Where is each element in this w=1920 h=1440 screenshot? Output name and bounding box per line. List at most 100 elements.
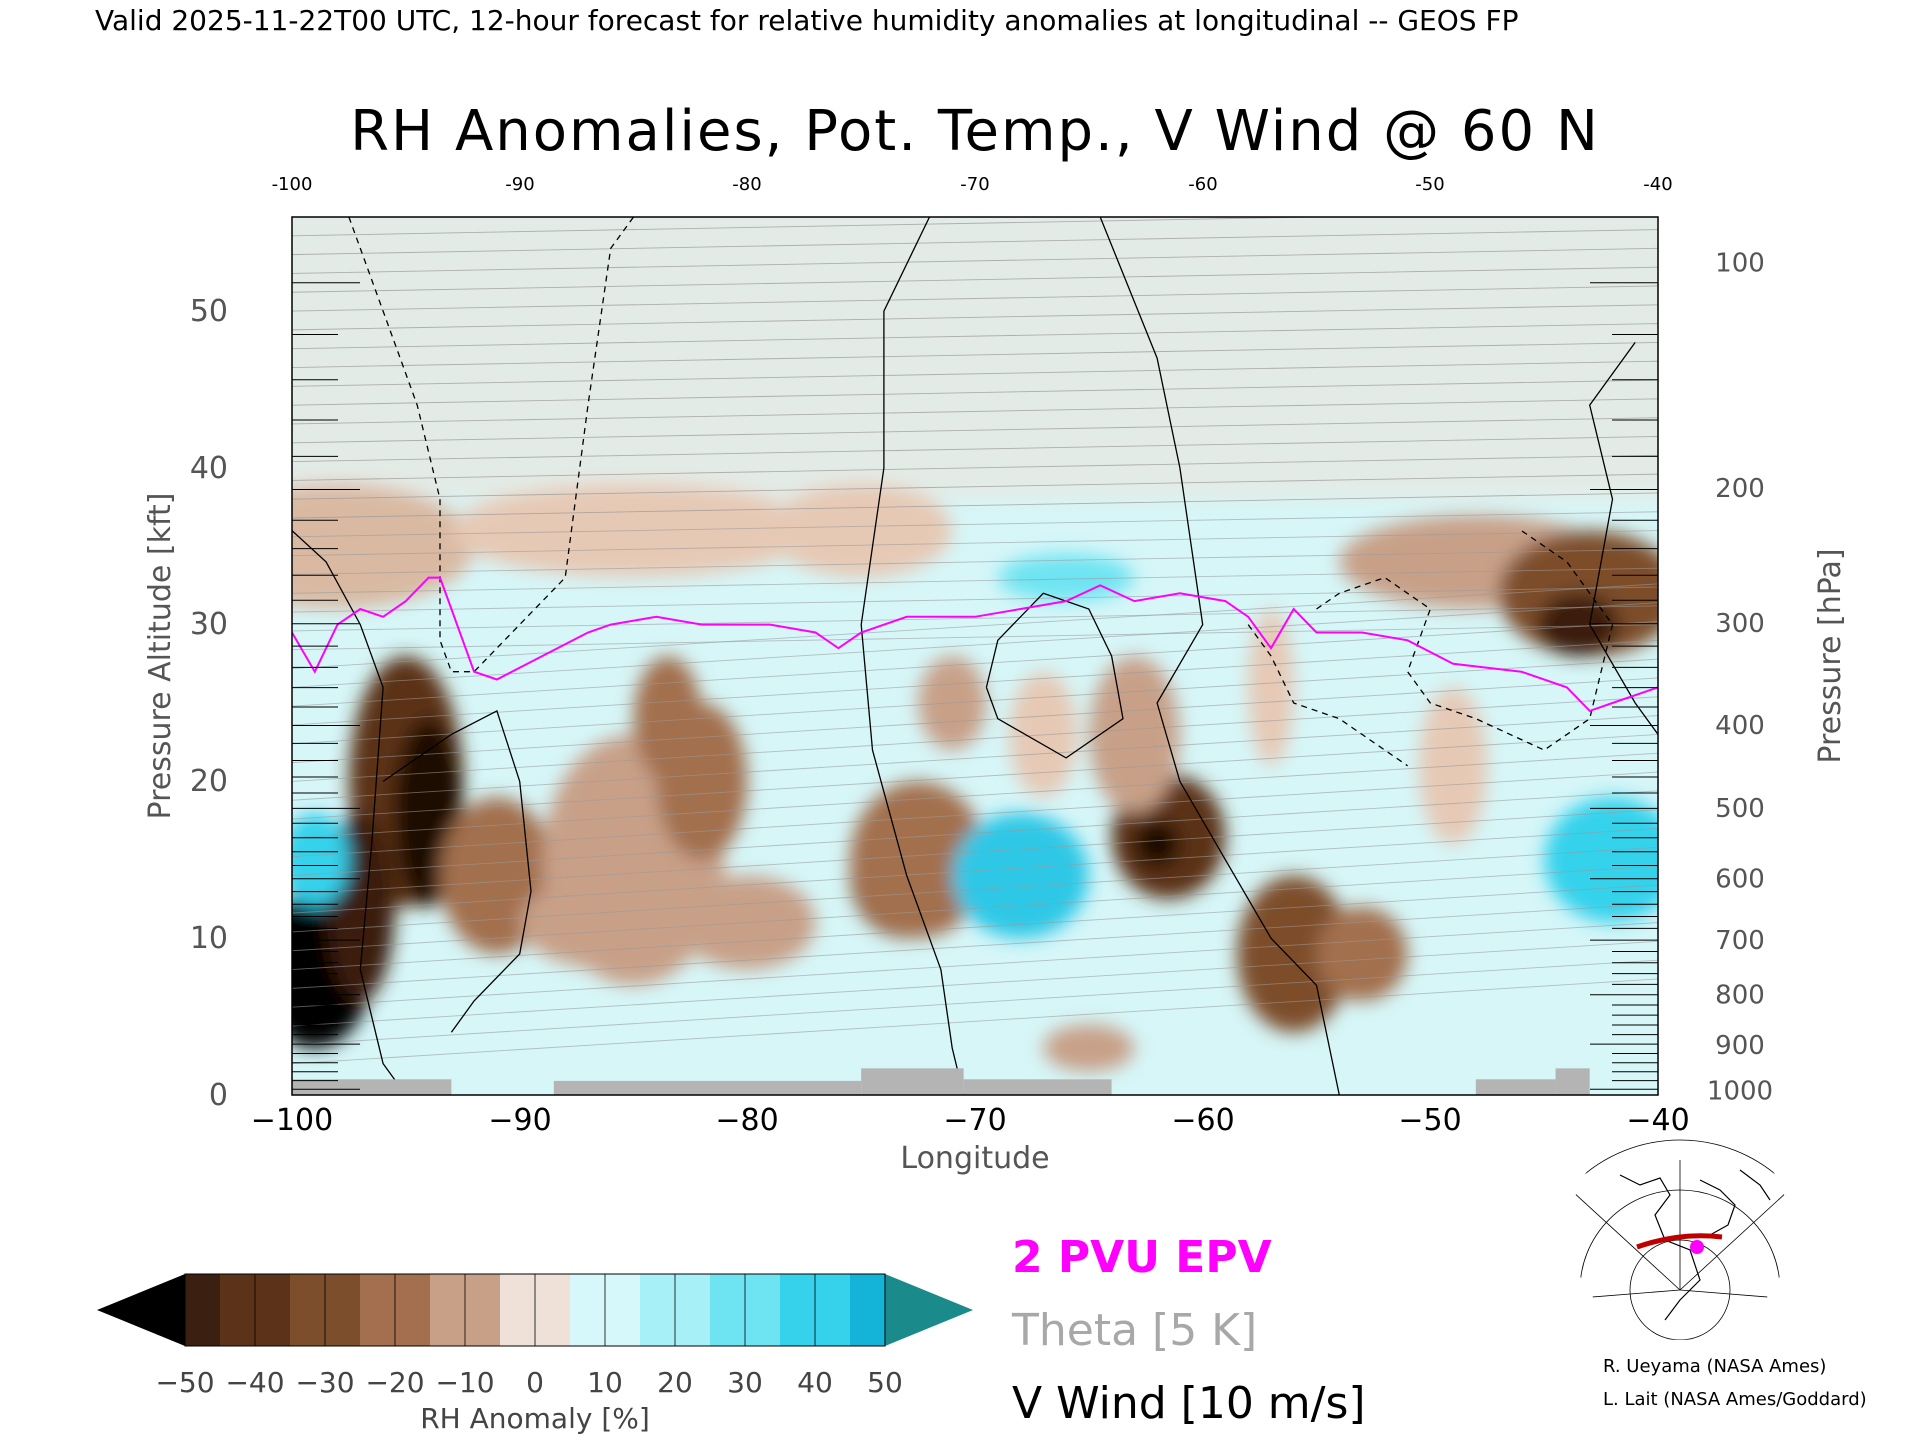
theta-contour-line (292, 229, 1658, 256)
theta-contour-line (292, 511, 1658, 538)
theta-contour-line (292, 696, 1658, 782)
colorbar-tick-labels: −50 −40 −30 −20 −10 0 10 20 30 40 50 (155, 1366, 902, 1399)
theta-contour-line (292, 473, 1658, 500)
colorbar-low-arrow (97, 1274, 185, 1346)
pressure-tick-label: 100 (1715, 248, 1765, 278)
terrain-mask (292, 1068, 1590, 1095)
pressure-tick-label: 700 (1715, 926, 1765, 956)
epv-2pvu-line (292, 576, 1658, 713)
colorbar-tick-label: 50 (867, 1366, 903, 1399)
theta-contour-line (292, 959, 1658, 1046)
rh-anomaly-blob (633, 656, 702, 782)
x-top-tick-label: -60 (1188, 174, 1217, 195)
theta-contour-line (292, 217, 1342, 237)
colorbar-cell-half (220, 1274, 255, 1346)
credit-line-1: R. Ueyama (NASA Ames) (1603, 1356, 1826, 1377)
x-tick-label: −40 (1626, 1103, 1689, 1138)
x-top-tick-label: -40 (1643, 174, 1672, 195)
x-axis-label: Longitude (900, 1141, 1049, 1176)
theta-contour-line (292, 586, 1658, 613)
theta-contour-line (292, 884, 1658, 971)
colorbar-cell (744, 1274, 815, 1346)
colorbar-label: RH Anomaly [%] (420, 1402, 650, 1435)
colorbar-cell-half (745, 1274, 780, 1346)
rh-anomaly-blob (1088, 656, 1180, 813)
y-tick-label: 30 (190, 607, 228, 642)
globe-locator-map-icon (1570, 1139, 1790, 1340)
y-tick-label: 10 (190, 921, 228, 956)
theta-contour-line (292, 677, 1658, 764)
vwind-contour-line (292, 530, 407, 1095)
rh-anomaly-blob (1316, 906, 1408, 1001)
theta-contour-line (292, 846, 1658, 933)
rh-anomaly-blob (770, 483, 953, 578)
colorbar-cell-half (395, 1274, 430, 1346)
colorbar-cell (604, 1274, 675, 1346)
pressure-tick-label: 500 (1715, 794, 1765, 824)
theta-contour-line (292, 492, 1658, 519)
colorbar-cell-half (360, 1274, 395, 1346)
y-tick-label: 40 (190, 451, 228, 486)
theta-contour-line (292, 752, 1658, 839)
rh-stratosphere-band (292, 217, 1658, 500)
theta-contour-line (292, 658, 1658, 745)
x-tick-label: −60 (1171, 1103, 1234, 1138)
plot-area (291, 216, 1659, 1096)
colorbar-cells (184, 1274, 885, 1346)
pressure-tick-label: 300 (1715, 609, 1765, 639)
terrain-block (963, 1079, 1112, 1095)
x-tick-label: −90 (488, 1103, 551, 1138)
colorbar-tick-label: 0 (526, 1366, 544, 1399)
vwind-contour-line (985, 592, 1124, 759)
theta-contour-line (292, 809, 1658, 895)
theta-contour-line (292, 922, 1658, 1008)
colorbar-tick-label: −20 (365, 1366, 424, 1399)
theta-contour-line (292, 285, 1658, 312)
y-tick-label: 50 (190, 294, 228, 329)
colorbar-cell (324, 1274, 395, 1346)
colorbar-cell-half (500, 1274, 535, 1346)
theta-contour-line (292, 903, 1658, 989)
theta-contour-line (292, 733, 1658, 820)
plot-frame (291, 216, 1659, 1096)
colorbar-tick-label: −10 (435, 1366, 494, 1399)
terrain-block (553, 1080, 862, 1095)
theta-contour-line (292, 398, 1658, 425)
theta-contour-line (292, 790, 1658, 876)
colorbar-cell (394, 1274, 465, 1346)
terrain-block (1475, 1079, 1556, 1095)
valid-time-header: Valid 2025-11-22T00 UTC, 12-hour forecas… (95, 4, 1518, 37)
vwind-contour-line (1588, 342, 1658, 735)
vwind-contour-line (1247, 624, 1408, 767)
colorbar: −50 −40 −30 −20 −10 0 10 20 30 40 50 RH Anomaly [%… (97, 1273, 973, 1435)
y-axis-left: 0 10 20 30 40 50 Pressure Altitude [kft] (143, 294, 228, 1113)
theta-contour-line (292, 567, 1658, 594)
rh-anomaly-blob (519, 875, 702, 970)
x-tick-label: −100 (251, 1103, 333, 1138)
colorbar-cell-half (850, 1274, 885, 1346)
rh-anomaly-blob (292, 483, 475, 609)
legend: 2 PVU EPV Theta [5 K] V Wind [10 m/s] (1011, 1232, 1366, 1429)
rh-anomaly-blob (292, 812, 349, 907)
colorbar-tick-label: −50 (155, 1366, 214, 1399)
vwind-contour-line (348, 217, 635, 673)
pressure-tick-label: 800 (1715, 981, 1765, 1011)
colorbar-cell-half (325, 1274, 360, 1346)
colorbar-tick-label: 10 (587, 1366, 623, 1399)
theta-contour-line (292, 602, 1658, 688)
colorbar-cell-half (255, 1274, 290, 1346)
legend-theta: Theta [5 K] (1011, 1305, 1257, 1356)
x-top-tick-label: -50 (1415, 174, 1444, 195)
theta-contour-line (292, 548, 1658, 575)
rh-anomaly-blob (1134, 820, 1180, 868)
colorbar-cell-half (640, 1274, 675, 1346)
colorbar-frame (184, 1273, 886, 1347)
colorbar-cell (674, 1274, 745, 1346)
colorbar-cell (464, 1274, 535, 1346)
rh-anomaly-field (292, 217, 1658, 1072)
pressure-axis-label: Pressure [hPa] (1813, 548, 1848, 763)
colorbar-tick-label: 30 (727, 1366, 763, 1399)
colorbar-cell (534, 1274, 605, 1346)
x-top-tick-label: -100 (272, 174, 313, 195)
x-top-tick-label: -90 (505, 174, 534, 195)
